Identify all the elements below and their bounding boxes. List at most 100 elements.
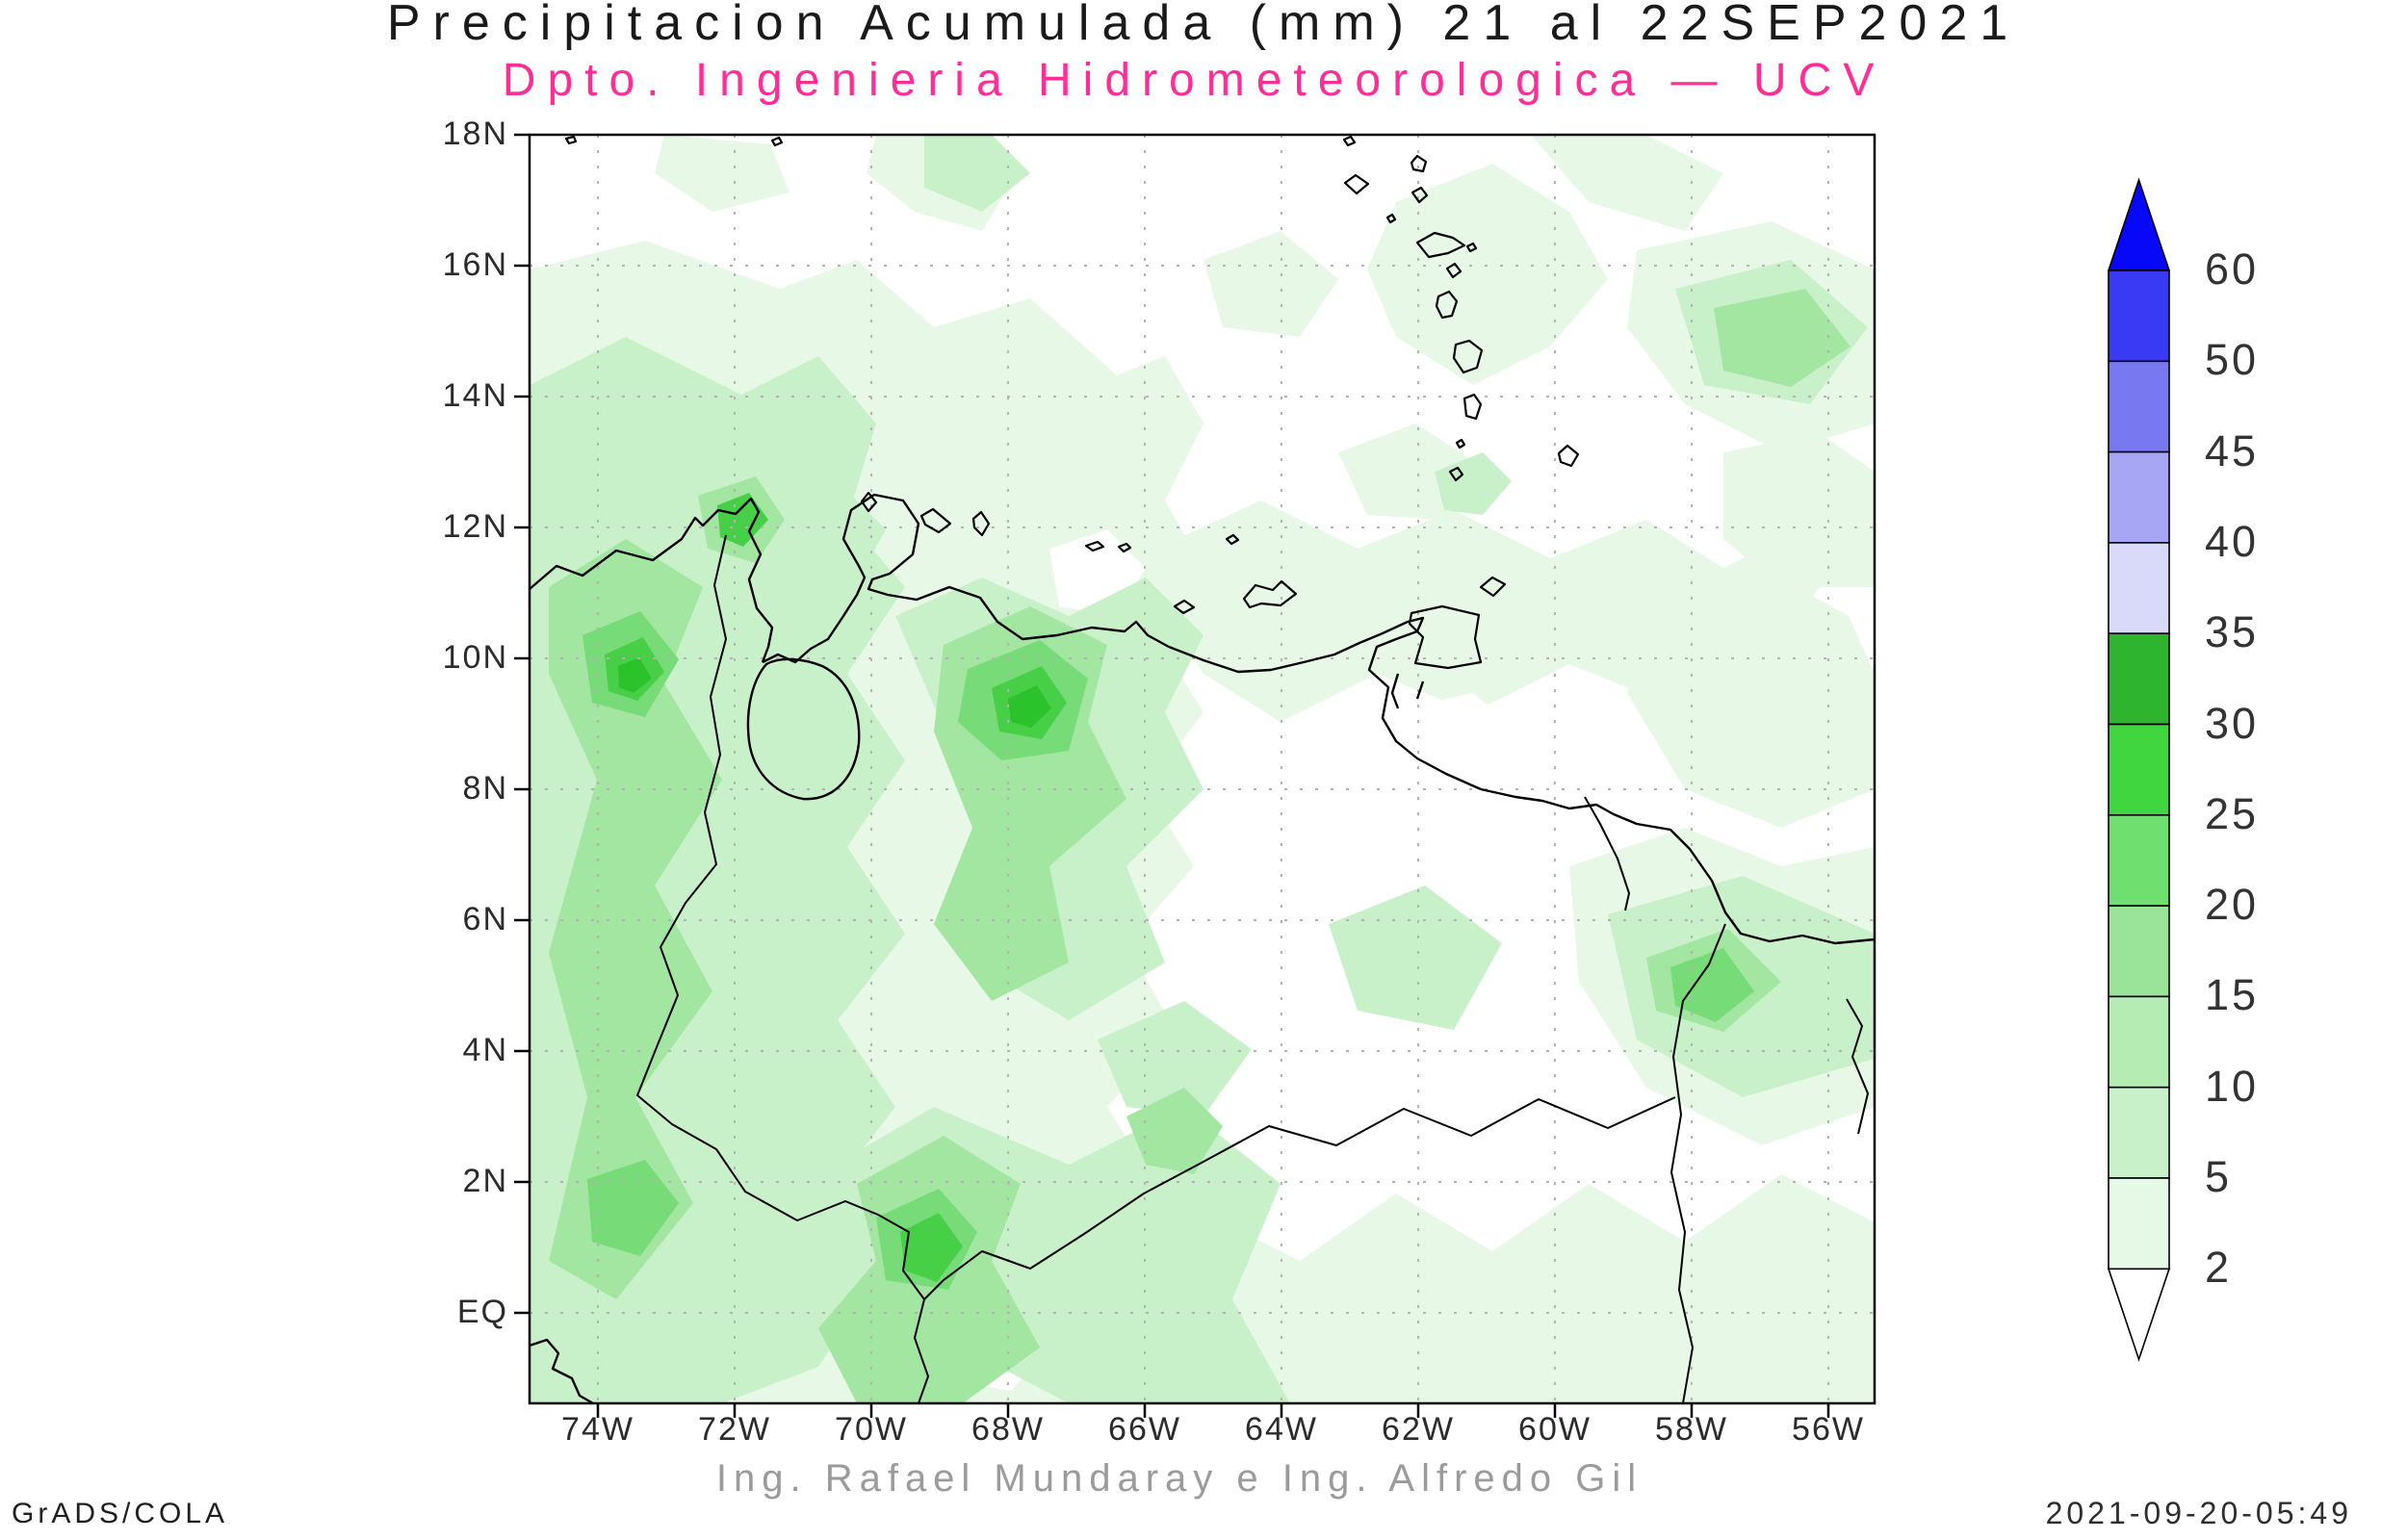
lat-axis-label: 8N [462, 770, 508, 807]
coastline [529, 1338, 594, 1405]
colorbar-label: 20 [2205, 880, 2260, 930]
colorbar-label: 30 [2205, 698, 2260, 748]
island [1445, 262, 1462, 279]
precip-region-10-15 [1126, 1088, 1223, 1174]
colorbar-label: 40 [2205, 516, 2260, 566]
lon-axis-label: 56W [1792, 1411, 1865, 1448]
precip-region-10-15 [549, 539, 722, 1299]
grads-attribution: GrADS/COLA [12, 1498, 229, 1529]
lat-axis-label: 10N [442, 639, 508, 676]
island [1415, 231, 1466, 259]
coastline [1390, 673, 1400, 709]
lat-axis-label: 6N [462, 901, 508, 937]
colorbar-segment [2108, 270, 2170, 363]
lat-axis-label: 18N [442, 116, 508, 152]
grid-lines [530, 135, 1875, 1403]
precip-region-10-15 [1714, 289, 1851, 387]
page-title: Precipitacion Acumulada (mm) 21 al 22SEP… [386, 0, 2021, 51]
precip-region-25-30 [618, 657, 652, 693]
lat-axis-label: 12N [442, 508, 508, 545]
timestamp: 2021-09-20-05:49 [2045, 1496, 2352, 1530]
lon-axis-label: 62W [1382, 1411, 1455, 1448]
colorbar-label: 25 [2205, 788, 2260, 838]
island [1342, 135, 1357, 147]
island [1448, 466, 1464, 482]
island [1084, 540, 1105, 552]
lat-axis-label: 2N [462, 1163, 508, 1199]
precip-region-2-5 [1367, 164, 1608, 385]
colorbar [2107, 177, 2171, 1362]
lat-axis-label: EQ [456, 1294, 508, 1330]
island [1343, 173, 1370, 195]
precip-field [530, 135, 1875, 1403]
colorbar-label: 5 [2205, 1152, 2233, 1201]
lon-axis-label: 58W [1655, 1411, 1728, 1448]
precip-region-2-5 [1627, 568, 1875, 828]
precip-region-5-10 [924, 135, 1030, 212]
island [564, 135, 578, 145]
map-panel [514, 133, 1876, 1418]
island [1408, 604, 1483, 670]
island [1557, 444, 1580, 468]
precip-region-lt2 [1386, 693, 1531, 799]
precip-region-15-20 [587, 1160, 679, 1256]
map-frame [528, 133, 1876, 1405]
precip-region-25-30 [1008, 685, 1051, 728]
colorbar-segment [2108, 450, 2170, 544]
island [1385, 213, 1397, 224]
coastline [746, 657, 861, 801]
lon-axis-label: 60W [1518, 1411, 1592, 1448]
island [1452, 339, 1484, 374]
precip-region-5-10 [789, 491, 886, 582]
colorbar-segment [2108, 632, 2170, 726]
island [1455, 438, 1466, 449]
colorbar-segment [2108, 723, 2170, 816]
colorbar-segment [2108, 905, 2170, 998]
island [1225, 533, 1240, 546]
colorbar-label: 45 [2205, 425, 2260, 475]
coastlines [529, 135, 1876, 1405]
colorbar-label: 2 [2205, 1243, 2233, 1293]
precip-region-2-5 [1531, 135, 1723, 231]
colorbar-segment [2108, 995, 2170, 1089]
lon-axis-label: 66W [1108, 1411, 1181, 1448]
colorbar-segment [2108, 1086, 2170, 1179]
page-subtitle: Dpto. Ingenieria Hidrometeorologica — UC… [502, 55, 1886, 106]
island [1242, 579, 1298, 609]
lat-axis-label: 4N [462, 1032, 508, 1068]
colorbar-label: 35 [2205, 607, 2260, 657]
island [919, 507, 952, 534]
lon-axis-label: 70W [835, 1411, 908, 1448]
border-line [1846, 998, 1869, 1135]
precip-region-2-5 [1069, 1174, 1875, 1403]
precip-region-2-5 [655, 135, 789, 212]
island [1465, 242, 1478, 253]
lon-axis-label: 68W [971, 1411, 1045, 1448]
colorbar-label: 15 [2205, 970, 2260, 1020]
precip-region-5-10 [1435, 452, 1512, 515]
precip-region-20-25 [900, 1213, 963, 1282]
colorbar-arrow-top [2107, 177, 2171, 271]
precip-region-2-5 [761, 279, 915, 385]
border-line [1670, 923, 1726, 1404]
lon-axis-label: 74W [561, 1411, 634, 1448]
colorbar-label: 10 [2205, 1061, 2260, 1111]
colorbar-segment [2108, 813, 2170, 907]
island [1117, 542, 1132, 553]
border-line [923, 1096, 1676, 1300]
lon-axis-label: 72W [698, 1411, 771, 1448]
lat-axis-label: 14N [442, 377, 508, 414]
coastline [1415, 680, 1425, 700]
island [770, 136, 784, 147]
island [1435, 290, 1459, 320]
colorbar-label: 60 [2205, 244, 2260, 294]
precip-region-5-10 [1098, 1001, 1252, 1116]
coastline [529, 497, 774, 663]
island [1173, 599, 1196, 615]
island [1479, 576, 1507, 598]
precip-region-5-10 [1329, 886, 1502, 1030]
lon-axis-label: 64W [1245, 1411, 1318, 1448]
island [860, 491, 878, 513]
precip-region-2-5 [1723, 433, 1875, 587]
